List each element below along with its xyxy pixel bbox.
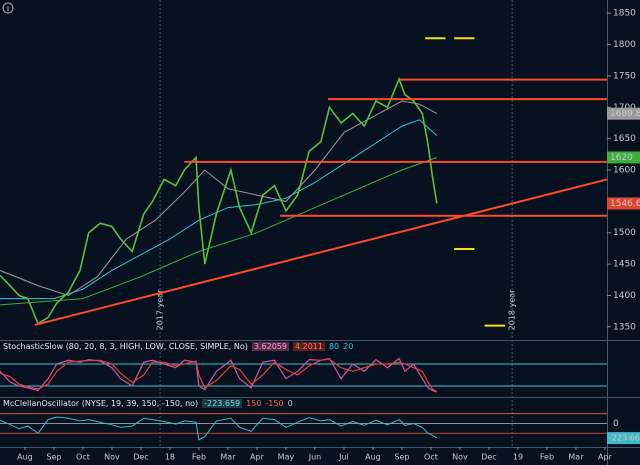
indicator-level: -150	[265, 399, 284, 408]
indicator-level: 20	[343, 342, 354, 351]
last-value-box	[607, 151, 640, 164]
y-tick-label: 1850	[613, 9, 636, 19]
x-tick-label: Jun	[308, 453, 322, 462]
indicator-level: 0	[287, 399, 293, 408]
x-tick-label: Oct	[76, 453, 90, 462]
x-tick-label: Dec	[133, 453, 148, 462]
x-tick-label: Feb	[540, 453, 554, 462]
year-label: 2018 year	[508, 289, 517, 330]
series-line	[0, 416, 438, 441]
x-tick-label: Mar	[220, 453, 236, 462]
y-tick-label: 1450	[613, 260, 636, 270]
x-tick-label: Jul	[338, 453, 349, 462]
x-tick-label: Apr	[250, 453, 265, 462]
indicator-title: StochasticSlow (80, 20, 8, 3, HIGH, LOW,…	[3, 342, 248, 351]
indicator-value: -223.659	[202, 399, 243, 408]
x-tick-label: Aug	[17, 453, 33, 462]
y-tick-label: 1600	[613, 166, 636, 176]
x-tick-label: Oct	[424, 453, 438, 462]
y-tick-label: 1500	[613, 228, 636, 238]
y-tick-label: 1400	[613, 291, 636, 301]
series-line	[0, 358, 438, 393]
y-tick-label: 1350	[613, 322, 636, 332]
indicator-level: 80	[328, 342, 340, 351]
series-line	[0, 100, 438, 297]
indicator-value: 4.2011	[292, 342, 325, 351]
y-tick-label: 1650	[613, 134, 636, 144]
last-value-box	[607, 432, 640, 445]
x-tick-label: Feb	[192, 453, 206, 462]
indicator-value: 3.62059	[251, 342, 289, 351]
x-tick-label: Apr	[598, 453, 613, 462]
stochastic-header: StochasticSlow (80, 20, 8, 3, HIGH, LOW,…	[3, 342, 353, 351]
last-value-label: -223.66	[609, 434, 640, 443]
year-label: 2017 year	[156, 289, 165, 330]
indicator-title: McClellanOscillator (NYSE, 19, 39, 150, …	[3, 399, 199, 408]
y-tick-label: 1750	[613, 71, 636, 81]
level-line	[34, 178, 608, 326]
info-icon[interactable]	[2, 2, 14, 14]
last-value-label: 1620	[610, 153, 633, 163]
x-tick-label: Sep	[394, 453, 409, 462]
x-tick-label: Dec	[481, 453, 496, 462]
x-tick-label: Aug	[365, 453, 381, 462]
x-tick-label: Sep	[46, 453, 61, 462]
x-tick-label: Mar	[568, 453, 584, 462]
y-tick-label: 0	[613, 419, 619, 429]
series-line	[0, 119, 438, 300]
indicator-level: 150	[246, 399, 262, 408]
last-value-label: 1546.68	[610, 199, 640, 209]
last-value-box	[607, 107, 640, 120]
mcclellan-header: McClellanOscillator (NYSE, 19, 39, 150, …	[3, 399, 293, 408]
x-tick-label: May	[278, 453, 295, 462]
x-tick-label: 19	[513, 453, 523, 462]
last-value-box	[607, 197, 640, 210]
last-value-label: 1689.84	[610, 109, 640, 119]
series-line	[0, 157, 437, 306]
series-line	[0, 76, 438, 325]
x-tick-label: Nov	[452, 453, 468, 462]
x-tick-label: 18	[165, 453, 175, 462]
series-line	[0, 357, 438, 393]
x-tick-label: Nov	[104, 453, 120, 462]
y-tick-label: 1800	[613, 40, 636, 50]
